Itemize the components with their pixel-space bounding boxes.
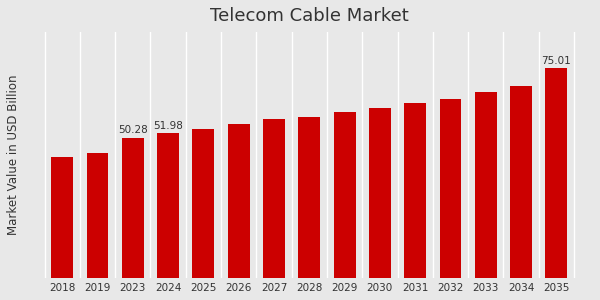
Bar <box>157 133 179 278</box>
Bar <box>510 86 532 278</box>
Bar <box>369 108 391 278</box>
Bar <box>334 112 356 278</box>
Bar <box>51 157 73 278</box>
Bar <box>86 153 109 278</box>
Text: 51.98: 51.98 <box>153 121 183 130</box>
Text: 50.28: 50.28 <box>118 125 148 135</box>
Bar <box>545 68 567 278</box>
Bar <box>193 129 214 278</box>
Bar <box>263 119 285 278</box>
Bar <box>475 92 497 278</box>
Bar <box>298 116 320 278</box>
Text: 75.01: 75.01 <box>541 56 571 66</box>
Bar <box>440 99 461 278</box>
Title: Telecom Cable Market: Telecom Cable Market <box>210 7 409 25</box>
Bar <box>228 124 250 278</box>
Bar <box>122 138 144 278</box>
Bar <box>404 103 426 278</box>
Y-axis label: Market Value in USD Billion: Market Value in USD Billion <box>7 75 20 236</box>
